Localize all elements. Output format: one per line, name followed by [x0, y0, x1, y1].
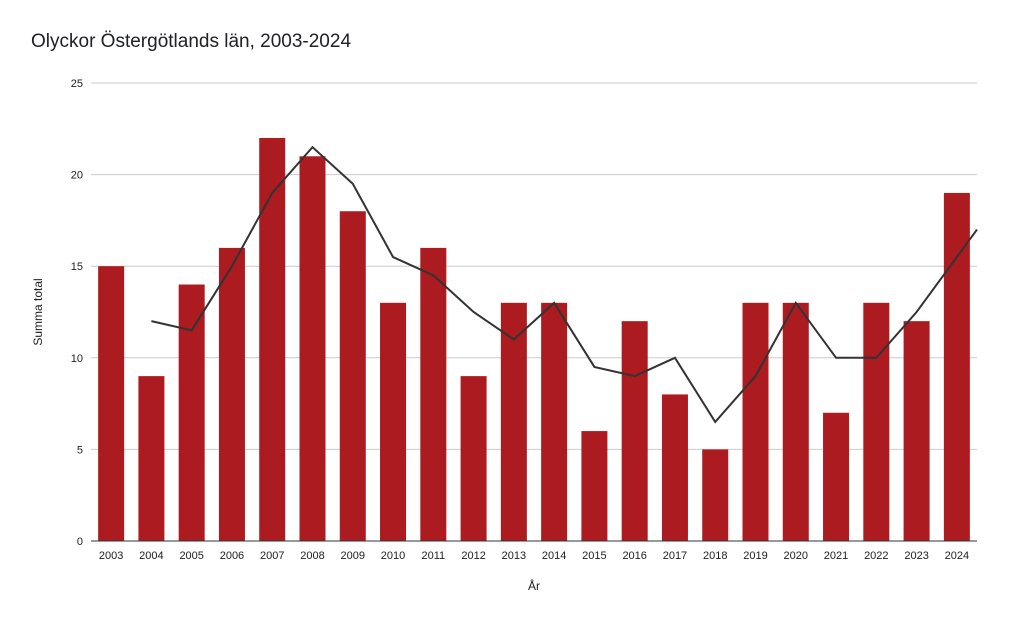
x-tick-label: 2021 — [824, 550, 848, 562]
bar — [782, 302, 809, 541]
x-tick-label: 2014 — [542, 550, 566, 562]
chart-title: Olyckor Östergötlands län, 2003-2024 — [31, 31, 352, 52]
bar — [903, 321, 930, 541]
bar — [702, 449, 729, 541]
x-tick-label: 2013 — [502, 550, 526, 562]
x-tick-label: 2018 — [703, 550, 727, 562]
bar — [943, 192, 970, 542]
bar — [138, 376, 165, 541]
y-tick-label: 25 — [71, 78, 83, 90]
x-tick-label: 2019 — [743, 550, 767, 562]
x-tick-label: 2004 — [139, 550, 163, 562]
x-tick-label: 2016 — [622, 550, 646, 562]
bar — [742, 302, 769, 541]
bar — [661, 394, 688, 541]
x-tick-label: 2006 — [220, 550, 244, 562]
x-tick-label: 2010 — [381, 550, 405, 562]
y-axis-ticks: 0 5 10 15 20 25 — [71, 78, 83, 548]
bar — [178, 284, 205, 541]
x-tick-label: 2023 — [904, 550, 928, 562]
x-tick-label: 2005 — [179, 550, 203, 562]
x-tick-label: 2007 — [260, 550, 284, 562]
x-tick-label: 2022 — [864, 550, 888, 562]
bar — [863, 302, 890, 541]
bar-series — [98, 137, 970, 542]
bar — [500, 302, 527, 541]
x-axis-label: År — [528, 578, 540, 593]
bar — [460, 376, 487, 541]
x-tick-label: 2020 — [784, 550, 808, 562]
x-tick-label: 2003 — [99, 550, 123, 562]
bar — [380, 302, 407, 541]
y-tick-label: 5 — [77, 444, 83, 456]
bar — [339, 211, 366, 542]
bar — [218, 247, 245, 541]
bar — [420, 247, 447, 541]
x-tick-label: 2008 — [300, 550, 324, 562]
bar — [259, 137, 286, 541]
x-tick-label: 2015 — [582, 550, 606, 562]
x-tick-label: 2024 — [945, 550, 969, 562]
trend-line-series — [151, 145, 978, 424]
x-tick-label: 2011 — [421, 550, 445, 562]
trend-line — [151, 145, 978, 424]
bar — [823, 412, 850, 541]
y-tick-label: 15 — [71, 261, 83, 273]
x-tick-label: 2017 — [663, 550, 687, 562]
x-tick-label: 2012 — [461, 550, 485, 562]
y-tick-label: 0 — [77, 536, 83, 548]
bar — [541, 302, 568, 541]
bar — [299, 156, 326, 541]
x-axis-ticks: 2003 2004 2005 2006 2007 2008 2009 2010 2011 2012… — [99, 550, 969, 562]
bar — [581, 431, 608, 541]
y-tick-label: 10 — [71, 353, 83, 365]
x-tick-label: 2009 — [341, 550, 365, 562]
bar — [621, 321, 648, 541]
bar — [98, 266, 125, 541]
y-tick-label: 20 — [71, 170, 83, 182]
y-axis-label: Summa total — [31, 278, 45, 345]
